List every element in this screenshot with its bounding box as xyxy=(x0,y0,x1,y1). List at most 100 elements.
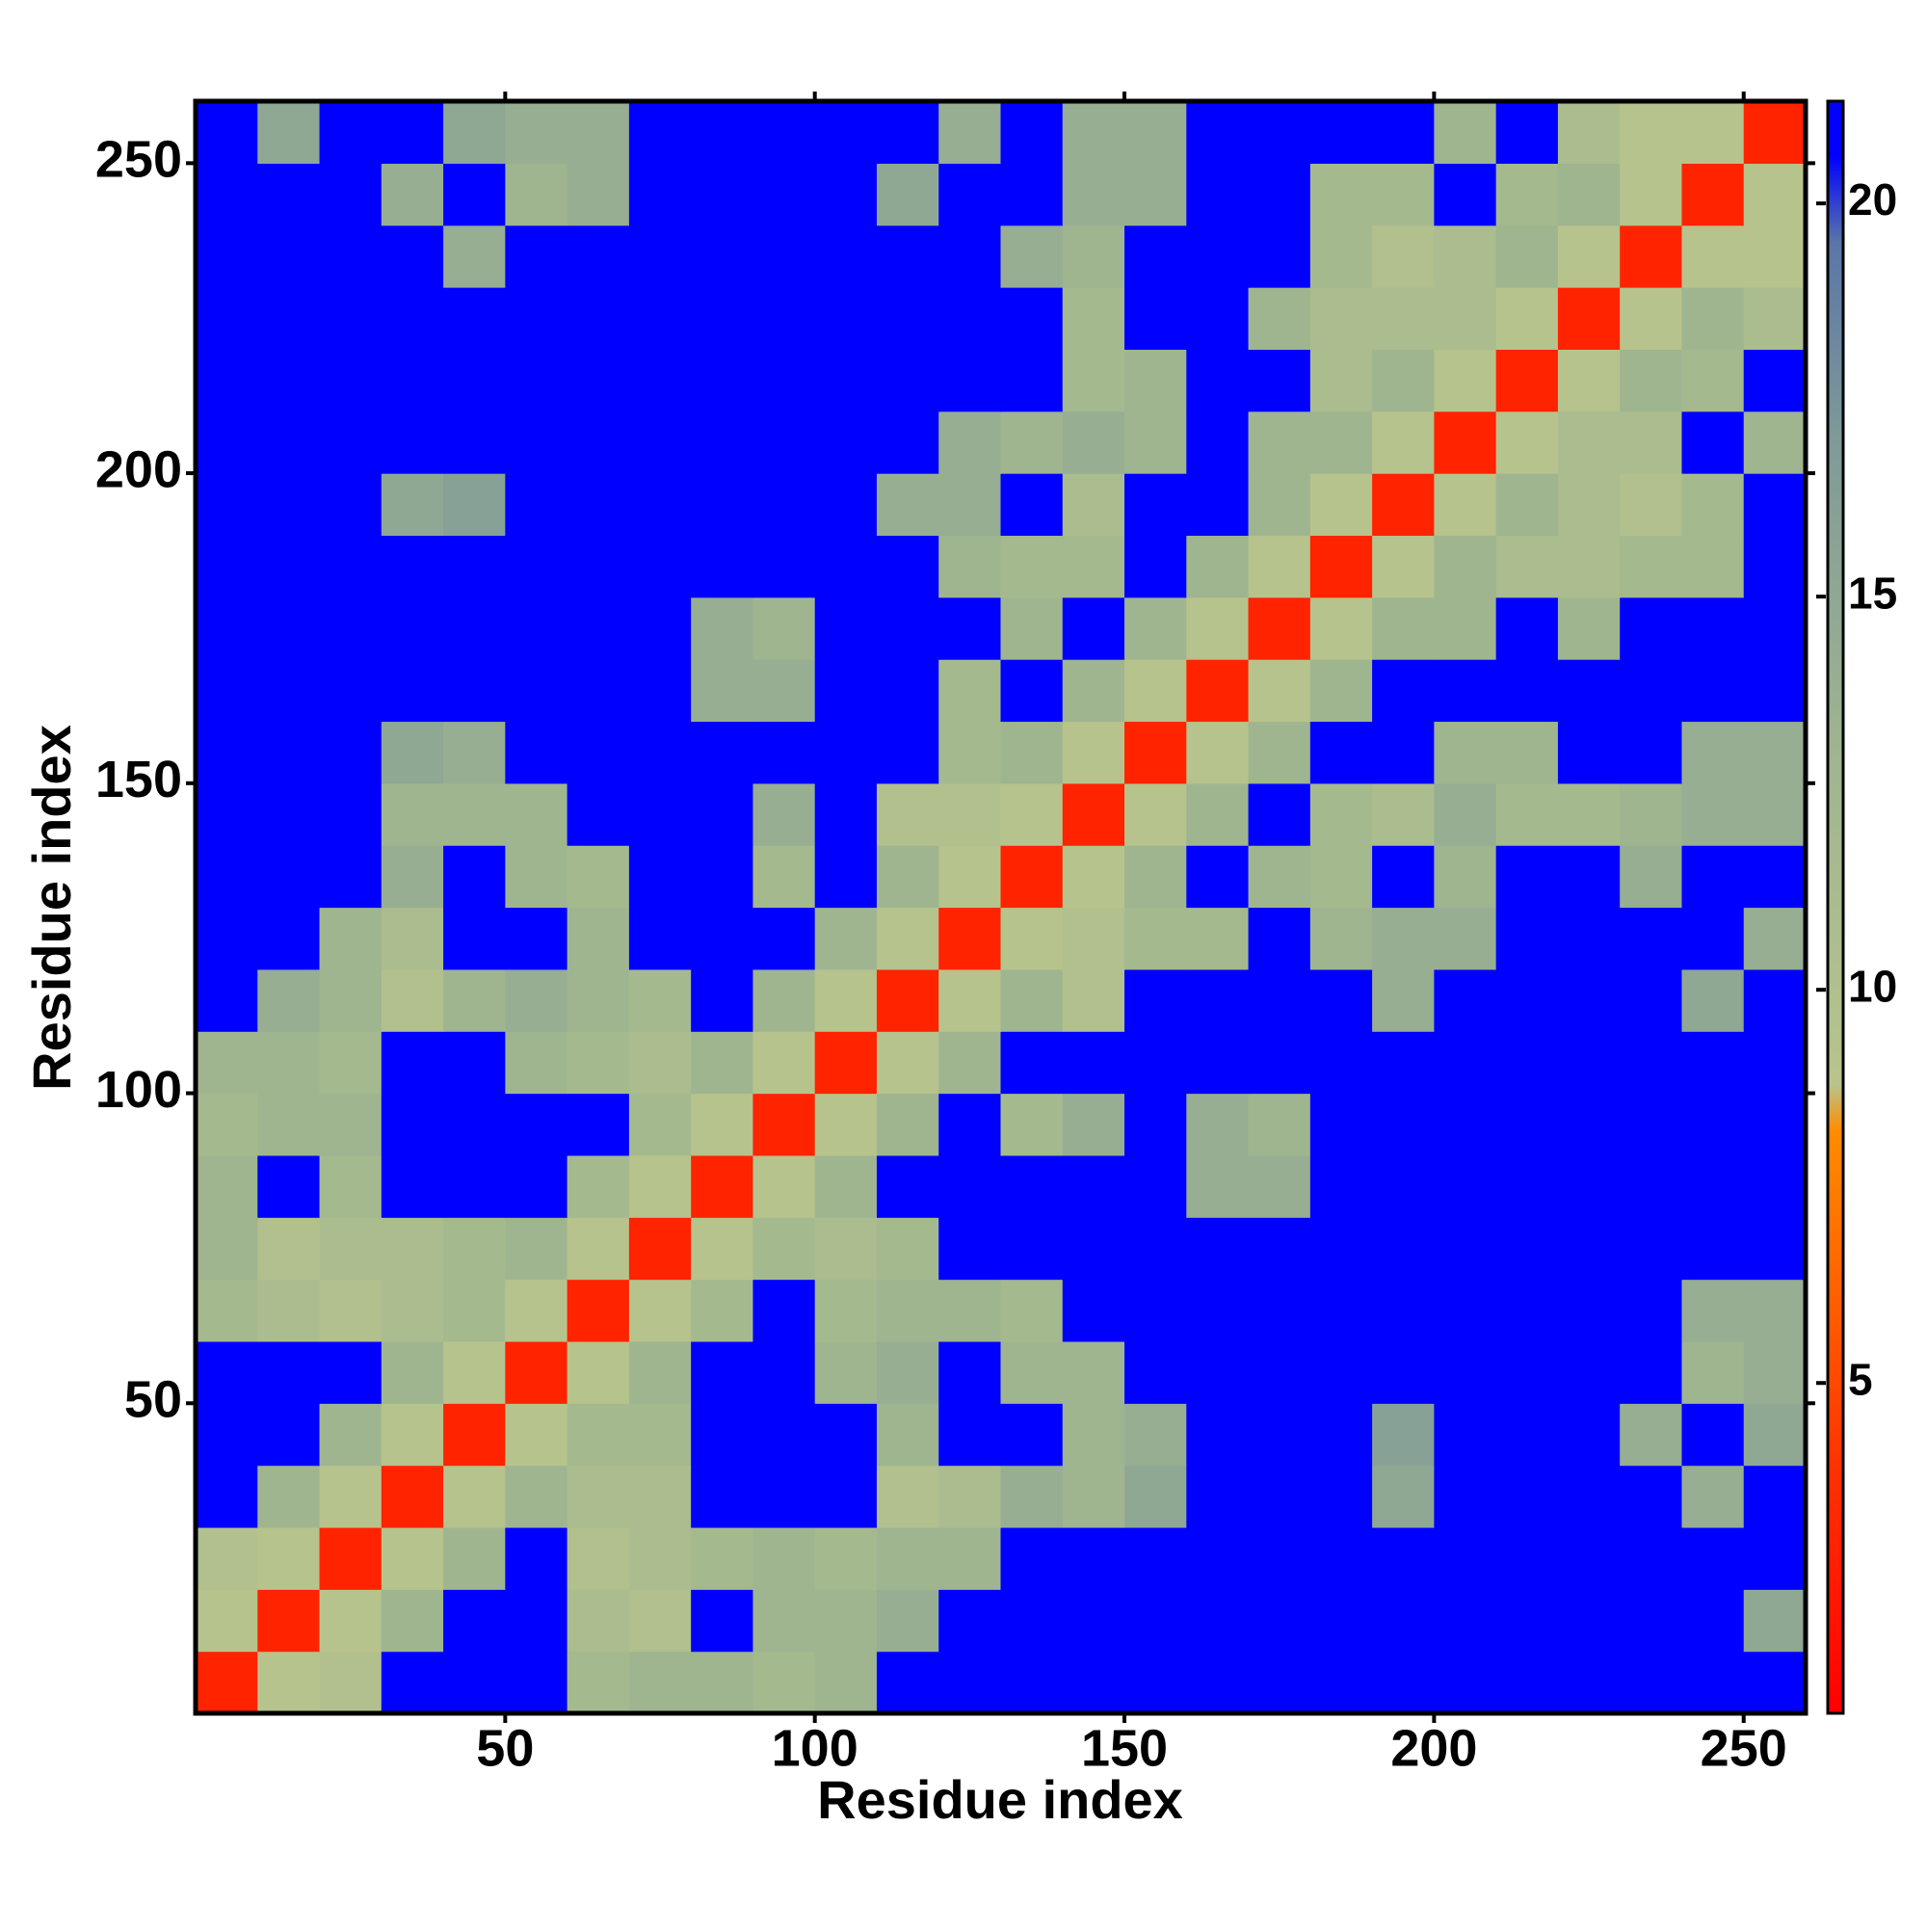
heatmap-cell xyxy=(1495,659,1559,723)
heatmap-cell xyxy=(505,410,568,474)
heatmap-cell xyxy=(1309,1465,1373,1528)
heatmap-cell xyxy=(1062,473,1125,537)
heatmap-cell xyxy=(1124,1403,1187,1467)
heatmap-cell xyxy=(938,410,1002,474)
heatmap-cell xyxy=(505,1589,568,1653)
heatmap-cell xyxy=(381,1217,444,1281)
heatmap-cell xyxy=(1495,1093,1559,1156)
heatmap-cell xyxy=(1000,1526,1064,1590)
heatmap-cell xyxy=(691,473,754,537)
heatmap-cell xyxy=(752,596,816,660)
heatmap-cell xyxy=(1743,596,1807,660)
heatmap-cell xyxy=(505,968,568,1032)
heatmap-cell xyxy=(567,163,630,226)
heatmap-cell xyxy=(1000,410,1064,474)
heatmap-cell xyxy=(1124,1589,1187,1653)
heatmap-cell xyxy=(443,1465,506,1528)
heatmap-cell xyxy=(814,287,878,350)
heatmap-cell xyxy=(1620,1589,1683,1653)
heatmap-cell xyxy=(752,1526,816,1590)
heatmap-cell xyxy=(1743,1154,1807,1218)
heatmap-cell xyxy=(1495,845,1559,909)
heatmap-cell xyxy=(752,225,816,288)
heatmap-cell xyxy=(1495,1031,1559,1095)
heatmap-cell xyxy=(691,845,754,909)
heatmap-cell xyxy=(1248,1465,1311,1528)
heatmap-cell xyxy=(567,659,630,723)
heatmap-cell xyxy=(1743,473,1807,537)
heatmap-cell xyxy=(1743,1526,1807,1590)
heatmap-cell xyxy=(691,1651,754,1714)
heatmap-cell xyxy=(1062,1217,1125,1281)
heatmap-cell xyxy=(443,1526,506,1590)
heatmap-cell xyxy=(196,1093,258,1156)
heatmap-cell xyxy=(1557,473,1621,537)
heatmap-cell xyxy=(1062,1589,1125,1653)
heatmap-cell xyxy=(319,1403,383,1467)
heatmap-cell xyxy=(319,596,383,660)
heatmap-cell xyxy=(1124,1217,1187,1281)
heatmap-cell xyxy=(1000,349,1064,412)
heatmap-cell xyxy=(1620,101,1683,164)
heatmap-cell xyxy=(381,596,444,660)
heatmap-cell xyxy=(1495,1217,1559,1281)
heatmap-cell xyxy=(752,907,816,970)
heatmap-cell xyxy=(1557,1465,1621,1528)
heatmap-cell xyxy=(443,659,506,723)
heatmap-cell xyxy=(1681,907,1745,970)
heatmap-cell xyxy=(1557,287,1621,350)
heatmap-cell xyxy=(1062,101,1125,164)
heatmap-cell xyxy=(196,1217,258,1281)
heatmap-cell xyxy=(1434,1154,1497,1218)
heatmap-cell xyxy=(1248,1031,1311,1095)
heatmap-cell xyxy=(1248,1154,1311,1218)
heatmap-cell xyxy=(567,287,630,350)
heatmap-cell xyxy=(1620,1340,1683,1404)
heatmap-cell xyxy=(567,473,630,537)
heatmap-cell xyxy=(319,659,383,723)
heatmap-cell xyxy=(1372,1589,1435,1653)
heatmap-cell xyxy=(1248,845,1311,909)
heatmap-cell xyxy=(752,1403,816,1467)
heatmap-cell xyxy=(1124,907,1187,970)
heatmap-cell xyxy=(1557,1154,1621,1218)
heatmap-cell xyxy=(1681,225,1745,288)
heatmap-cell xyxy=(1186,535,1250,598)
heatmap-cell xyxy=(1000,287,1064,350)
heatmap-cell xyxy=(814,225,878,288)
heatmap-cell xyxy=(1681,1093,1745,1156)
colorbar-tick-label: 10 xyxy=(1848,961,1897,1011)
heatmap-cell xyxy=(1372,101,1435,164)
heatmap-cell xyxy=(1434,1465,1497,1528)
heatmap-cell xyxy=(319,535,383,598)
heatmap-cell xyxy=(1557,659,1621,723)
heatmap-cell xyxy=(814,535,878,598)
heatmap-cell xyxy=(1186,287,1250,350)
heatmap-cell xyxy=(1743,659,1807,723)
heatmap-cell xyxy=(1681,163,1745,226)
heatmap-cell xyxy=(257,1217,321,1281)
heatmap-cell xyxy=(1434,1093,1497,1156)
heatmap-cell xyxy=(814,1403,878,1467)
heatmap-cell xyxy=(1681,1279,1745,1342)
heatmap-cell xyxy=(381,659,444,723)
heatmap-cell xyxy=(1186,907,1250,970)
heatmap-cell xyxy=(1186,1093,1250,1156)
heatmap-cell xyxy=(319,163,383,226)
heatmap-cell xyxy=(1000,1154,1064,1218)
heatmap-cell xyxy=(1309,845,1373,909)
heatmap-cell xyxy=(443,1217,506,1281)
heatmap-cell xyxy=(1062,535,1125,598)
heatmap-cell xyxy=(628,1031,692,1095)
y-tick-label: 250 xyxy=(95,131,182,189)
heatmap-cell xyxy=(1495,349,1559,412)
heatmap-cell xyxy=(691,1589,754,1653)
heatmap-cell xyxy=(628,225,692,288)
x-tick-label: 100 xyxy=(772,1719,858,1777)
heatmap-cell xyxy=(196,1403,258,1467)
heatmap-cell xyxy=(1681,1526,1745,1590)
heatmap-cell xyxy=(257,287,321,350)
heatmap-cell xyxy=(752,473,816,537)
heatmap-cell xyxy=(1372,782,1435,846)
heatmap-cell xyxy=(1062,163,1125,226)
